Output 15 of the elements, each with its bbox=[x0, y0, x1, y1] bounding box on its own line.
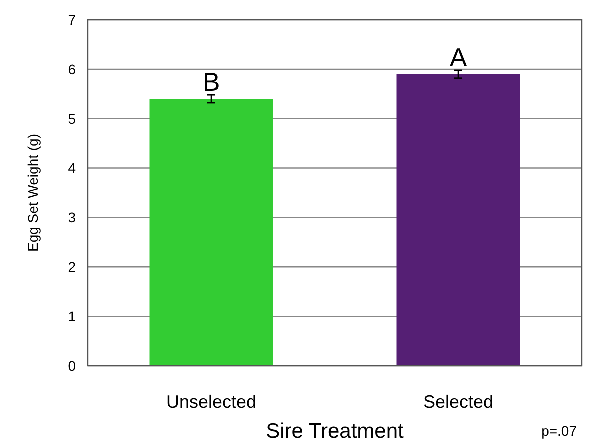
x-axis-title: Sire Treatment bbox=[266, 420, 404, 443]
y-tick-label: 7 bbox=[68, 12, 76, 28]
y-tick-label: 4 bbox=[68, 160, 76, 176]
annotation: B bbox=[202, 67, 220, 98]
y-tick-label: 2 bbox=[68, 259, 76, 276]
x-tick-label: Selected bbox=[423, 392, 494, 412]
y-tick-label: 6 bbox=[68, 61, 76, 78]
y-axis-title: Egg Set Weight (g) bbox=[25, 134, 41, 252]
y-tick-label: 5 bbox=[68, 110, 76, 127]
x-tick-label: Unselected bbox=[166, 392, 257, 412]
y-tick-label: 3 bbox=[68, 210, 76, 226]
text: p=.07 bbox=[542, 423, 578, 439]
y-tick-label: 1 bbox=[68, 308, 76, 324]
annotation: A bbox=[450, 42, 468, 72]
y-tick-label: 0 bbox=[68, 358, 76, 374]
